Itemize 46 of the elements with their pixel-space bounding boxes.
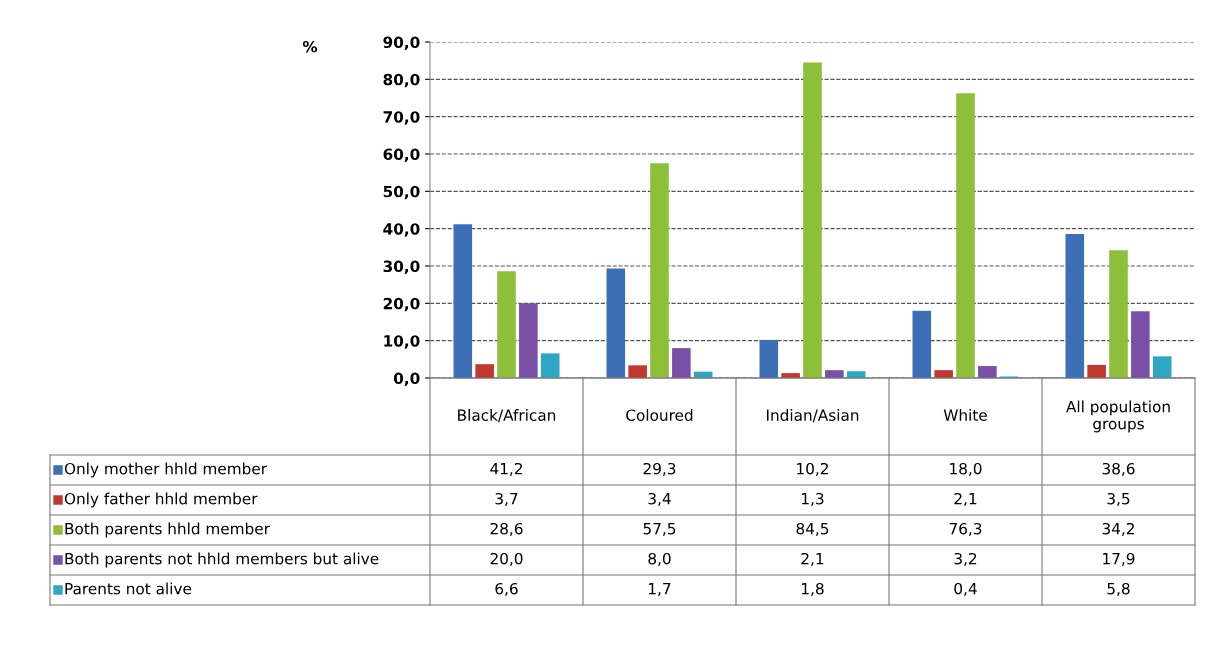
y-tick-label: 0,0 (393, 372, 420, 386)
data-label: 2,1 (954, 492, 977, 506)
y-tick-label: 70,0 (383, 111, 420, 125)
legend-label: Both parents hhld member (65, 522, 270, 538)
data-label: 3,7 (495, 492, 518, 506)
y-tick-label: 80,0 (383, 73, 420, 88)
data-label: 17,9 (1103, 552, 1135, 566)
data-label: 10,2 (797, 462, 828, 476)
legend-label: Only mother hhld member (64, 462, 267, 478)
data-label: 20,0 (490, 552, 523, 566)
data-label: 28,6 (490, 522, 523, 536)
data-label: 18,0 (950, 462, 982, 476)
y-tick-label: 90,0 (383, 36, 420, 50)
data-label: 76,3 (949, 522, 982, 536)
y-tick-label: 60,0 (383, 148, 420, 162)
x-tick-label: All population groups (1066, 400, 1170, 433)
legend-label: Parents not alive (65, 582, 192, 595)
x-tick-label: Black/African (458, 409, 556, 423)
data-label: 1,3 (802, 492, 824, 506)
data-label: 8,0 (648, 552, 671, 566)
legend-label: Both parents not hhld members but alive (65, 552, 379, 568)
data-label: 34,2 (1102, 522, 1134, 536)
data-label: 0,4 (954, 582, 977, 596)
x-tick-label: White (943, 409, 987, 421)
data-label: 3,4 (648, 492, 671, 506)
data-label: 29,3 (643, 462, 676, 476)
data-label: 1,7 (649, 583, 671, 596)
y-tick-label: 50,0 (383, 185, 420, 200)
data-label: 6,6 (495, 582, 518, 596)
data-label: 38,6 (1102, 462, 1135, 476)
data-label: 57,5 (643, 523, 676, 536)
data-label: 3,2 (954, 552, 977, 566)
data-label: 5,8 (1107, 582, 1130, 596)
y-tick-label: 20,0 (383, 297, 420, 312)
data-label: 41,2 (490, 462, 522, 476)
data-label: 84,5 (796, 522, 829, 536)
y-tick-label: 40,0 (383, 223, 420, 237)
data-label: 3,5 (1107, 492, 1130, 506)
legend-label: Only father hhld member (64, 492, 258, 508)
x-tick-label: Indian/Asian (766, 409, 859, 423)
y-tick-label: 10,0 (384, 335, 420, 349)
data-label: 2,1 (801, 552, 824, 566)
data-label: 1,8 (802, 582, 824, 596)
y-axis-title: % (302, 40, 318, 53)
x-tick-label: Coloured (626, 409, 693, 421)
y-tick-label: 30,0 (383, 260, 420, 274)
